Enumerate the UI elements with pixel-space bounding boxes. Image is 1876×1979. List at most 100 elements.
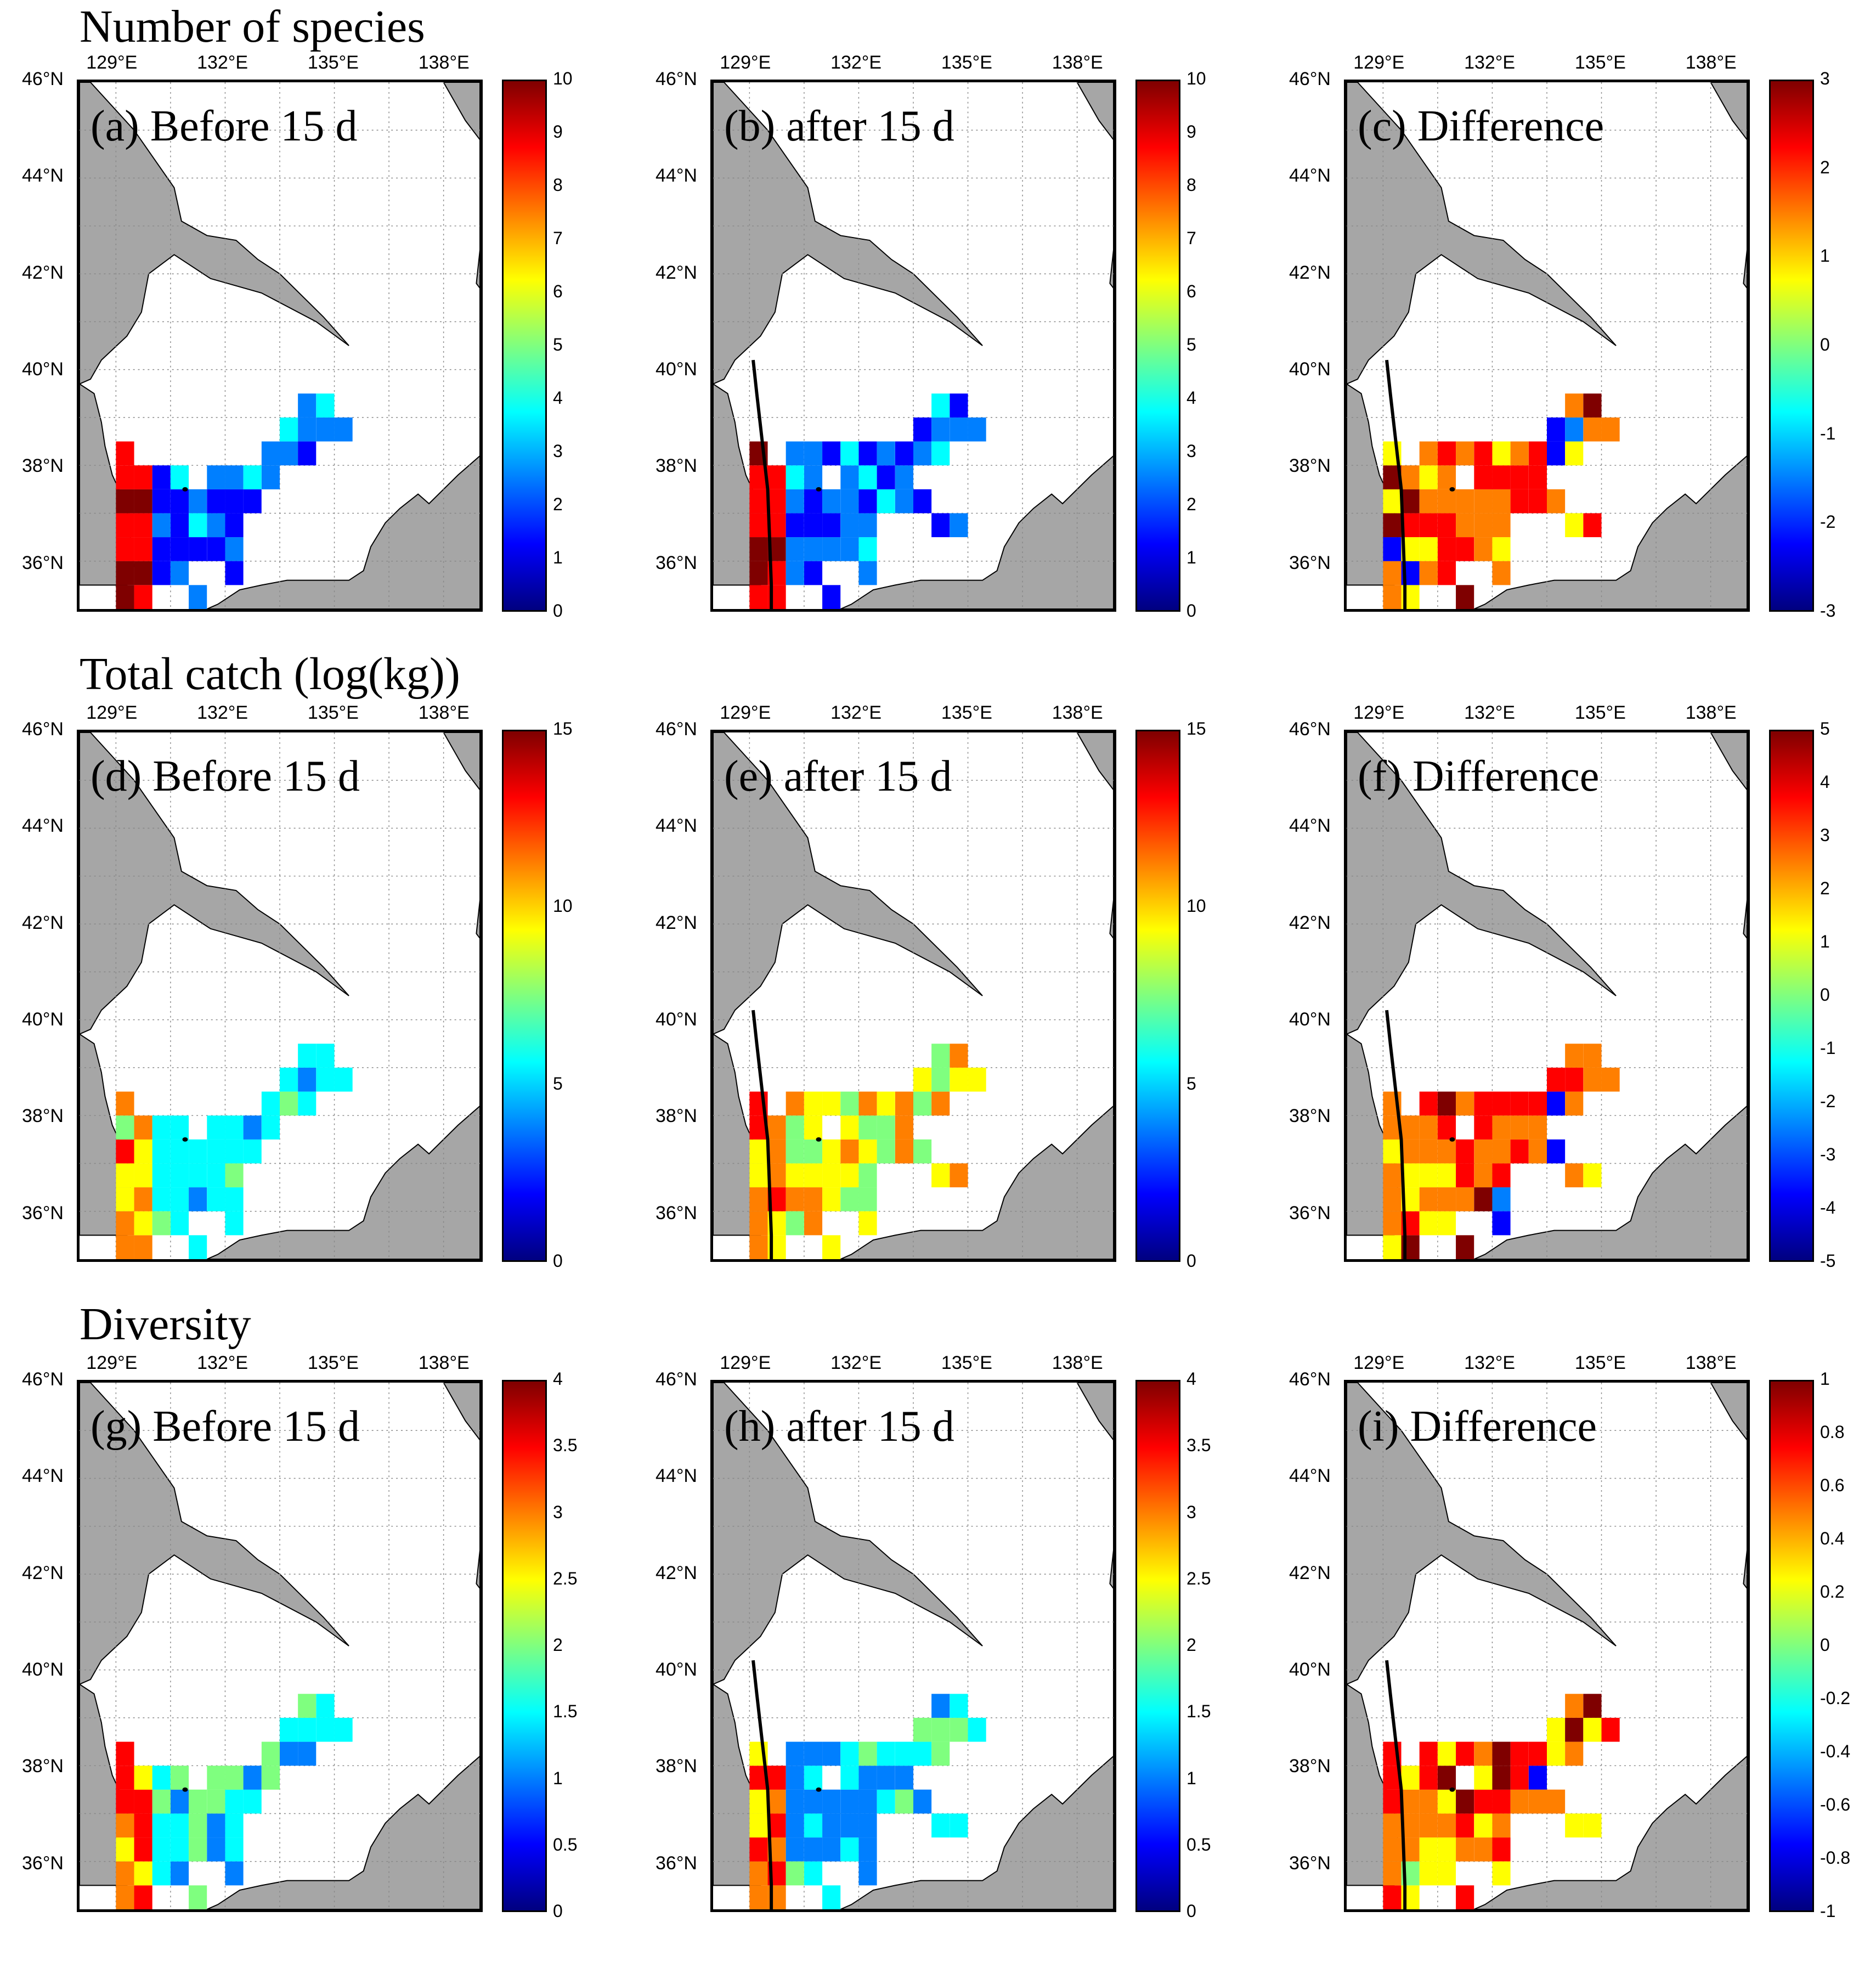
colorbar-tick-label: 3.5	[553, 1435, 578, 1456]
island-marker	[182, 487, 188, 492]
grid-cell	[116, 561, 134, 585]
colorbar-tick-label: 2	[553, 494, 563, 514]
grid-cell	[116, 1741, 134, 1766]
grid-cell	[749, 489, 768, 514]
longitude-label: 135°E	[941, 1352, 992, 1373]
grid-cell	[1474, 537, 1493, 561]
grid-cell	[1528, 465, 1547, 489]
colorbar-tick-label: 0	[553, 1251, 563, 1271]
grid-cell	[116, 1861, 134, 1886]
latitude-label: 46°N	[22, 69, 64, 89]
map-svg	[80, 732, 480, 1259]
longitude-label: 138°E	[1052, 702, 1103, 723]
grid-cell	[931, 1717, 950, 1742]
grid-cell	[134, 561, 152, 585]
colorbar-tick-label: 0.5	[1186, 1834, 1211, 1854]
latitude-label: 38°N	[1289, 455, 1331, 477]
latitude-label: 44°N	[22, 1465, 64, 1487]
grid-cell	[225, 1211, 244, 1236]
grid-cell	[858, 1187, 877, 1211]
grid-cell	[1474, 1766, 1493, 1790]
grid-cell	[1547, 489, 1566, 514]
colorbar-tick-label: 4	[1186, 1369, 1196, 1389]
colorbar-tick-label: -2	[1820, 1091, 1836, 1111]
grid-cell	[858, 513, 877, 538]
grid-cell	[840, 1115, 859, 1140]
grid-cell	[1383, 1139, 1402, 1164]
colorbar-tick-label: 2	[1820, 157, 1830, 177]
map-panel: 129°E 132°E 135°E 138°E 46°N 44°N 42°N 40°N 38°N…	[1267, 672, 1876, 1303]
land-hokkaido	[1710, 1383, 1747, 1441]
grid-cell	[786, 441, 804, 466]
longitude-label: 138°E	[1685, 1352, 1737, 1373]
grid-cell	[116, 1187, 134, 1211]
latitude-label: 42°N	[656, 912, 697, 933]
grid-cell	[1565, 1067, 1584, 1092]
grid-cell	[822, 1163, 841, 1188]
grid-cell	[298, 1091, 317, 1116]
grid-cell	[1492, 537, 1511, 561]
grid-cell	[134, 1163, 152, 1188]
map-svg	[1347, 82, 1747, 609]
land-continent	[713, 82, 983, 385]
grid-cell	[1492, 513, 1511, 538]
grid-cell	[134, 1139, 152, 1164]
colorbar-tick-label: 0	[1820, 335, 1830, 354]
grid-cell	[840, 489, 859, 514]
grid-cell	[1528, 1789, 1547, 1814]
grid-cell	[1583, 1694, 1602, 1718]
grid-cell	[1492, 1091, 1511, 1116]
map-area: (c) Difference	[1344, 80, 1750, 612]
colorbar-tick-label: 4	[1820, 772, 1830, 792]
grid-cell	[1419, 1741, 1438, 1766]
grid-cell	[822, 441, 841, 466]
grid-cell	[804, 537, 823, 561]
grid-cell	[749, 1235, 768, 1259]
grid-cell	[931, 417, 950, 442]
map-panel: 129°E 132°E 135°E 138°E 46°N 44°N 42°N 40°N 38°N…	[1267, 1322, 1876, 1953]
grid-cell	[822, 513, 841, 538]
grid-cell	[189, 1163, 207, 1188]
latitude-label: 38°N	[22, 455, 64, 477]
colorbar-tick-label: 5	[1186, 335, 1196, 354]
longitude-label: 135°E	[1574, 1352, 1626, 1373]
grid-cell	[1565, 1163, 1584, 1188]
grid-cell	[858, 561, 877, 585]
grid-cell	[1419, 1139, 1438, 1164]
grid-cell	[280, 417, 298, 442]
grid-cell	[261, 1091, 280, 1116]
map-svg	[1347, 732, 1747, 1259]
grid-cell	[170, 1837, 189, 1862]
grid-cell	[152, 1211, 171, 1236]
grid-cell	[1437, 1139, 1456, 1164]
latitude-label: 42°N	[22, 912, 64, 933]
grid-cell	[189, 1837, 207, 1862]
grid-cell	[1383, 1813, 1402, 1838]
map-svg	[713, 82, 1114, 609]
longitude-label: 132°E	[830, 52, 882, 73]
longitude-label: 129°E	[720, 52, 771, 73]
colorbar-tick-label: 4	[1186, 388, 1196, 408]
latitude-label: 42°N	[1289, 912, 1331, 933]
land-japan	[840, 732, 1114, 1259]
latitude-label: 40°N	[22, 1659, 64, 1681]
latitude-label: 36°N	[656, 1852, 697, 1874]
grid-cell	[189, 1187, 207, 1211]
land-hokkaido	[1076, 82, 1114, 141]
map-area: (d) Before 15 d	[77, 730, 483, 1262]
grid-cell	[225, 561, 244, 585]
grid-cell	[786, 489, 804, 514]
grid-cell	[243, 465, 262, 489]
grid-cell	[913, 1139, 932, 1164]
longitude-label: 138°E	[1052, 1352, 1103, 1373]
colorbar-tick-label: 1	[1820, 1369, 1830, 1389]
grid-cell	[1437, 513, 1456, 538]
grid-cell	[1437, 1861, 1456, 1886]
island-marker	[1449, 1137, 1455, 1142]
land-japan	[840, 82, 1114, 609]
grid-cell	[931, 1813, 950, 1838]
map-panel: 129°E 132°E 135°E 138°E 46°N 44°N 42°N 40°N 38°N…	[1267, 22, 1876, 653]
grid-cell	[170, 1115, 189, 1140]
grid-cell	[913, 441, 932, 466]
grid-cell	[1565, 513, 1584, 538]
